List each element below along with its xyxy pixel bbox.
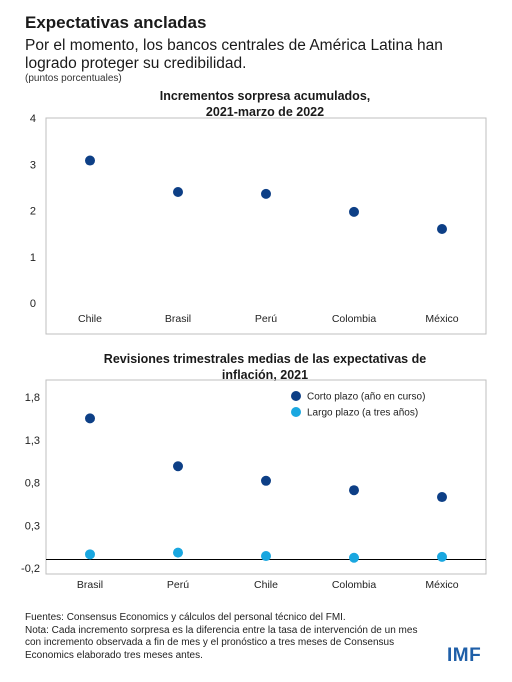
chart2-title: Revisiones trimestrales medias de las ex… — [40, 351, 490, 383]
chart1-point — [437, 224, 447, 234]
chart2-point — [173, 547, 183, 558]
chart2-point — [261, 551, 271, 562]
chart1-title: Incrementos sorpresa acumulados, 2021-ma… — [40, 88, 490, 120]
chart2-point — [349, 552, 359, 563]
chart2-point — [85, 413, 95, 424]
chart2-title-line-2: inflación, 2021 — [221, 368, 309, 382]
chart1-x-label: México — [425, 313, 458, 325]
chart1-title-line-1: Incrementos sorpresa acumulados, — [159, 89, 371, 103]
chart2-x-label: Brasil — [77, 579, 103, 591]
chart1-point — [349, 206, 359, 217]
note-text: Nota: Cada incremento sorpresa es la dif… — [25, 624, 418, 661]
chart1-title-line-2: 2021-marzo de 2022 — [205, 105, 325, 119]
chart2-x-label: Colombia — [332, 579, 377, 591]
chart1-y-tick: 3 — [30, 159, 36, 171]
chart2-y-tick: -0,2 — [21, 563, 40, 575]
chart1-point — [85, 155, 95, 166]
legend-label: Corto plazo (año en curso) — [307, 392, 425, 403]
chart2-point — [349, 485, 359, 496]
page-subtitle: Por el momento, los bancos centrales de … — [25, 37, 443, 72]
source-notes: Fuentes: Consensus Economics y cálculos … — [25, 612, 435, 662]
legend-marker — [291, 391, 301, 401]
chart1-x-label: Colombia — [332, 313, 377, 325]
chart2-y-tick: 0,8 — [25, 478, 40, 490]
chart2-y-tick: 1,8 — [25, 392, 40, 404]
imf-logo: IMF — [447, 645, 482, 666]
unit-label: (puntos porcentuales) — [25, 73, 122, 84]
legend-label: Largo plazo (a tres años) — [307, 408, 418, 419]
chart2-frame — [45, 379, 487, 575]
chart1-x-label: Perú — [255, 313, 277, 325]
chart1-y-tick: 4 — [30, 113, 36, 125]
chart2-y-tick: 1,3 — [25, 435, 40, 447]
source-line: Fuentes: Consensus Economics y cálculos … — [25, 612, 346, 623]
chart2-point — [261, 475, 271, 486]
chart2-point — [437, 551, 447, 562]
chart2-title-line-1: Revisiones trimestrales medias de las ex… — [103, 352, 427, 366]
chart2-x-label: Perú — [167, 579, 189, 591]
chart2-x-label: Chile — [254, 579, 278, 591]
chart1-y-tick: 1 — [30, 252, 36, 264]
chart1-x-label: Brasil — [165, 313, 191, 325]
chart1-y-tick: 2 — [30, 206, 36, 218]
chart1-y-tick: 0 — [30, 298, 36, 310]
chart2-point — [85, 549, 95, 560]
legend-marker — [291, 407, 301, 417]
chart1-point — [261, 188, 271, 199]
chart2-y-tick: 0,3 — [25, 520, 40, 532]
chart1-x-label: Chile — [78, 313, 102, 325]
chart2-point — [437, 492, 447, 503]
chart2-x-label: México — [425, 579, 458, 591]
page-title: Expectativas ancladas — [25, 13, 207, 32]
chart2-point — [173, 461, 183, 472]
chart1-point — [173, 187, 183, 197]
chart1-frame — [45, 117, 487, 335]
